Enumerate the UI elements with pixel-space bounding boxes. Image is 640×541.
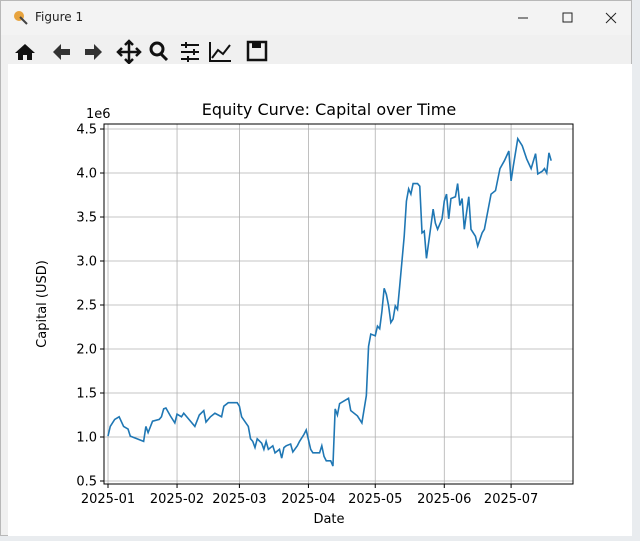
x-tick-label: 2025-06 [417, 492, 471, 507]
chart-title: Equity Curve: Capital over Time [202, 100, 456, 119]
save-button[interactable] [246, 40, 268, 62]
y-tick-label: 1.5 [76, 387, 97, 402]
x-tick-label: 2025-04 [281, 492, 335, 507]
y-tick-label: 3.0 [76, 255, 97, 270]
toolbar [15, 39, 268, 64]
edit-button[interactable] [209, 42, 231, 62]
y-tick-label: 2.5 [76, 299, 97, 314]
x-tick-label: 2025-05 [348, 492, 402, 507]
plot-frame [103, 123, 574, 485]
window: Figure 1 Equity Curve: Capital over Time… [0, 0, 632, 536]
back-button[interactable] [53, 44, 70, 60]
y-tick-label: 4.0 [76, 167, 97, 182]
y-tick-label: 2.0 [76, 343, 97, 358]
x-axis-label: Date [313, 512, 344, 527]
y-tick-label: 0.5 [76, 475, 97, 490]
x-tick-label: 2025-03 [212, 492, 266, 507]
x-tick-label: 2025-07 [484, 492, 538, 507]
configure-button[interactable] [181, 42, 199, 62]
forward-button[interactable] [85, 44, 102, 60]
figure: Equity Curve: Capital over Time Date Cap… [8, 64, 632, 536]
y-axis-label: Capital (USD) [35, 260, 50, 348]
y-tick-label: 1.0 [76, 431, 97, 446]
window-title: Figure 1 [35, 10, 84, 24]
y-tick-label: 4.5 [76, 123, 97, 138]
pan-button[interactable] [116, 39, 142, 64]
x-tick-label: 2025-01 [81, 492, 135, 507]
x-tick-label: 2025-02 [150, 492, 204, 507]
close[interactable] [605, 12, 617, 24]
title-bar: Figure 1 [1, 1, 631, 35]
app-icon [14, 11, 28, 25]
data-line [107, 136, 552, 467]
y-tick-label: 3.5 [76, 211, 97, 226]
maximize[interactable] [562, 12, 573, 23]
window-controls[interactable] [501, 1, 631, 35]
home-button[interactable] [15, 44, 35, 60]
zoom-button[interactable] [149, 41, 169, 62]
y-offset-label: 1e6 [86, 107, 111, 122]
